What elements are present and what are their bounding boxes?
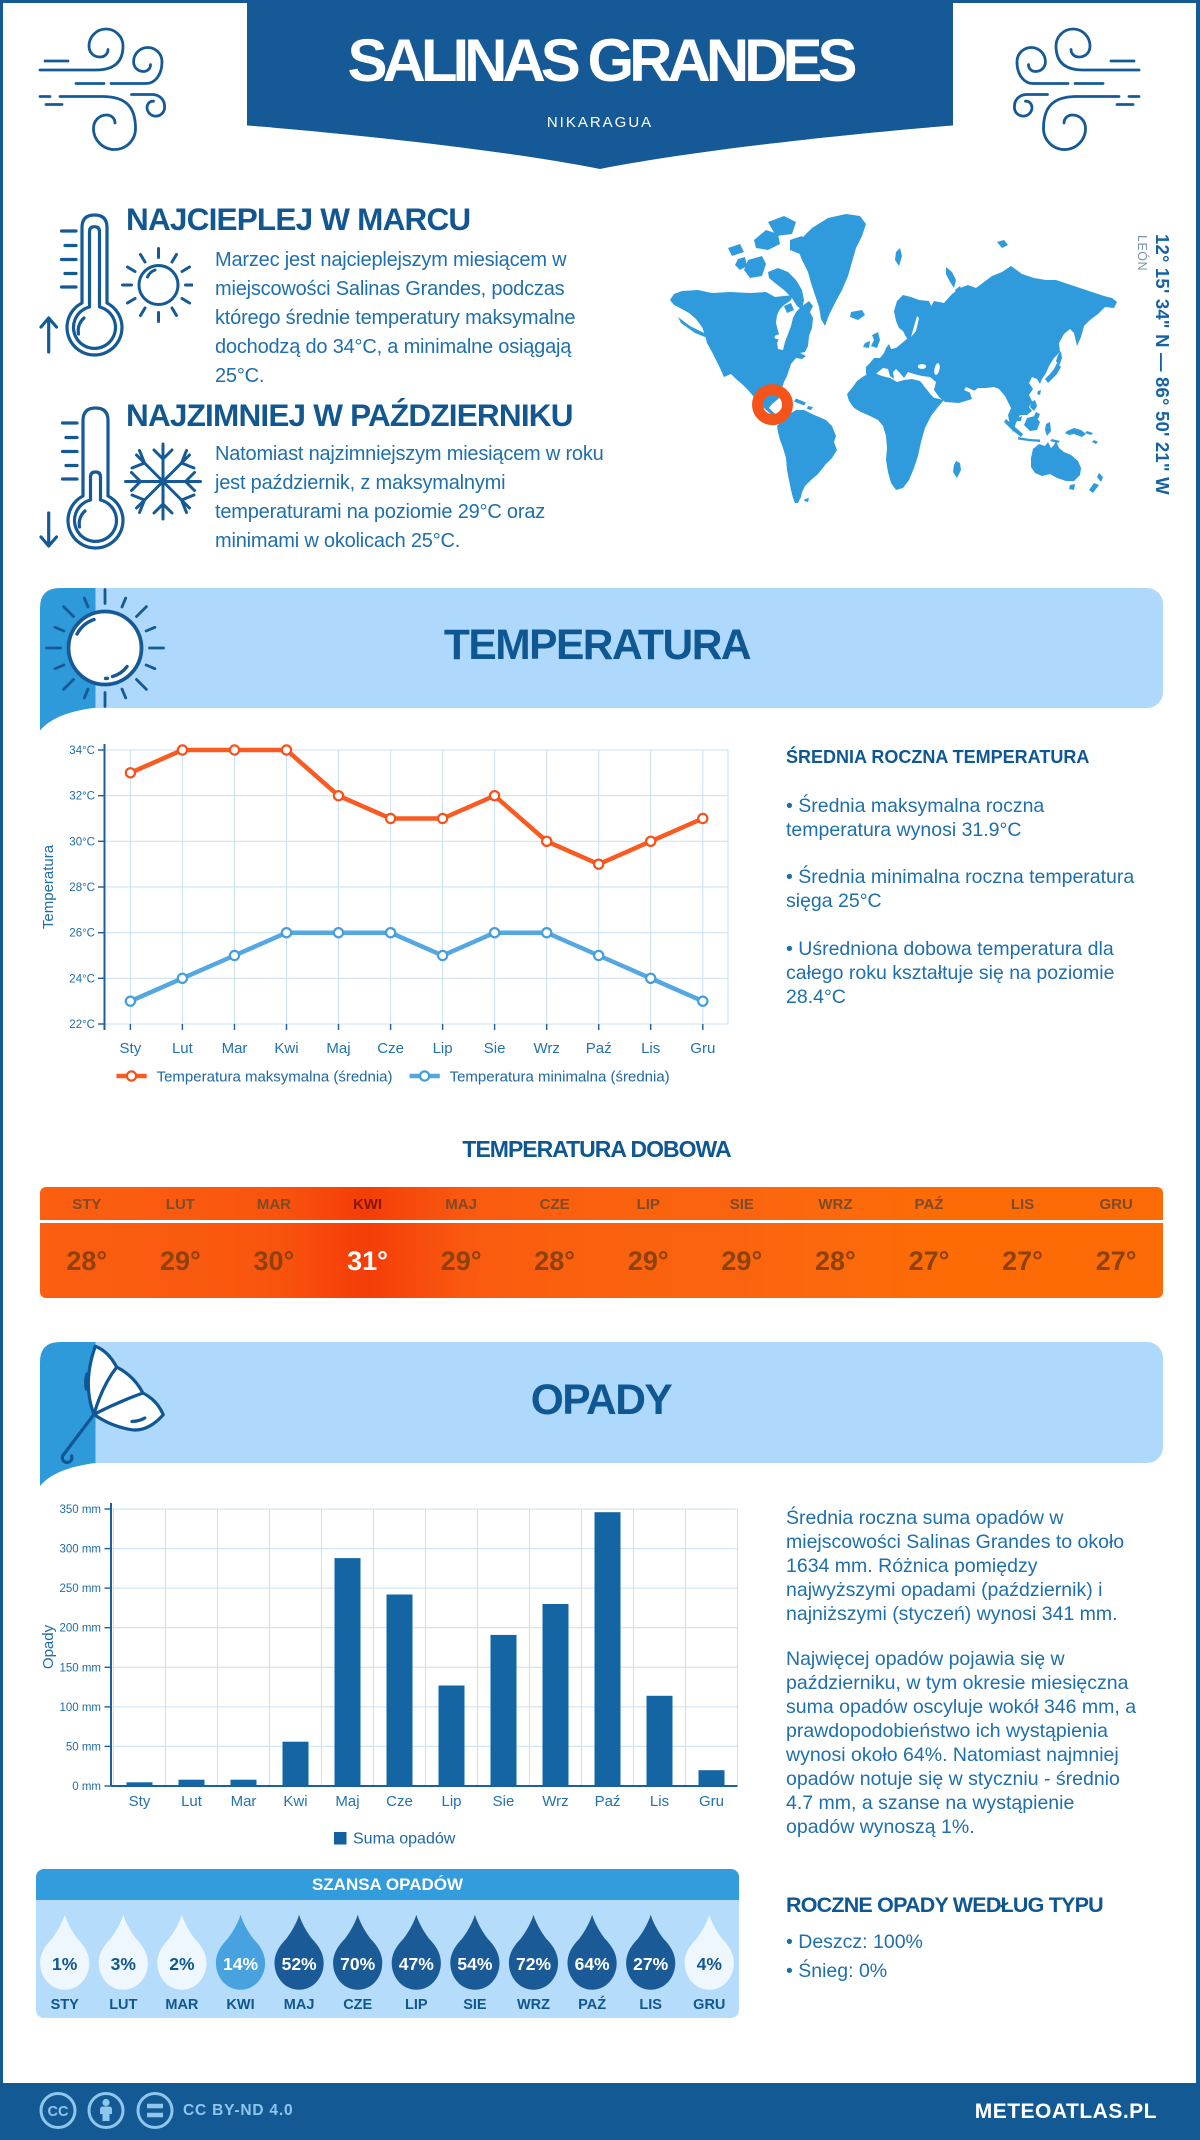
svg-text:STY: STY	[51, 1997, 80, 2013]
svg-text:24°C: 24°C	[69, 973, 95, 985]
svg-text:300 mm: 300 mm	[59, 1544, 101, 1556]
svg-text:Suma opadów: Suma opadów	[353, 1831, 456, 1848]
svg-text:MAR: MAR	[165, 1997, 199, 2013]
svg-text:Sie: Sie	[484, 1040, 506, 1057]
svg-text:LUT: LUT	[109, 1997, 137, 2013]
svg-text:Gru: Gru	[690, 1040, 715, 1057]
svg-text:200 mm: 200 mm	[59, 1623, 101, 1635]
svg-text:0 mm: 0 mm	[72, 1781, 101, 1793]
svg-text:Sty: Sty	[129, 1793, 151, 1810]
svg-text:CC: CC	[48, 2104, 69, 2120]
svg-text:3%: 3%	[111, 1954, 137, 1974]
svg-text:LIS: LIS	[639, 1997, 662, 2013]
svg-text:47%: 47%	[399, 1954, 434, 1974]
svg-text:30°C: 30°C	[69, 836, 95, 848]
svg-text:4%: 4%	[697, 1954, 723, 1974]
svg-text:WRZ: WRZ	[517, 1997, 550, 2013]
svg-text:Temperatura: Temperatura	[40, 844, 57, 929]
svg-text:Kwi: Kwi	[274, 1040, 298, 1057]
svg-text:64%: 64%	[575, 1954, 610, 1974]
svg-text:LIP: LIP	[405, 1997, 428, 2013]
svg-text:28°C: 28°C	[69, 882, 95, 894]
svg-text:70%: 70%	[340, 1954, 375, 1974]
svg-text:Wrz: Wrz	[542, 1793, 568, 1810]
svg-text:150 mm: 150 mm	[59, 1662, 101, 1674]
svg-text:Maj: Maj	[335, 1793, 359, 1810]
svg-text:Kwi: Kwi	[283, 1793, 307, 1810]
svg-text:GRU: GRU	[693, 1997, 725, 2013]
svg-text:Lut: Lut	[172, 1040, 194, 1057]
svg-text:22°C: 22°C	[69, 1019, 95, 1031]
svg-text:Temperatura maksymalna (średni: Temperatura maksymalna (średnia)	[157, 1069, 393, 1086]
svg-text:26°C: 26°C	[69, 928, 95, 940]
svg-text:Cze: Cze	[386, 1793, 413, 1810]
svg-text:Sie: Sie	[493, 1793, 515, 1810]
svg-text:Lis: Lis	[650, 1793, 669, 1810]
svg-text:350 mm: 350 mm	[59, 1504, 101, 1516]
svg-text:250 mm: 250 mm	[59, 1583, 101, 1595]
svg-text:Maj: Maj	[326, 1040, 350, 1057]
svg-text:Temperatura minimalna (średnia: Temperatura minimalna (średnia)	[450, 1069, 670, 1086]
svg-text:KWI: KWI	[226, 1997, 254, 2013]
svg-text:72%: 72%	[516, 1954, 551, 1974]
svg-text:14%: 14%	[223, 1954, 258, 1974]
svg-text:Lut: Lut	[181, 1793, 203, 1810]
svg-text:100 mm: 100 mm	[59, 1702, 101, 1714]
svg-text:27%: 27%	[633, 1954, 668, 1974]
svg-text:Paź: Paź	[586, 1040, 612, 1057]
svg-text:Sty: Sty	[120, 1040, 142, 1057]
svg-text:50 mm: 50 mm	[66, 1741, 101, 1753]
svg-text:Gru: Gru	[699, 1793, 724, 1810]
svg-text:SIE: SIE	[463, 1997, 487, 2013]
svg-text:Cze: Cze	[377, 1040, 404, 1057]
svg-text:Wrz: Wrz	[534, 1040, 560, 1057]
svg-text:1%: 1%	[52, 1954, 78, 1974]
svg-text:52%: 52%	[282, 1954, 317, 1974]
svg-text:32°C: 32°C	[69, 791, 95, 803]
svg-text:Opady: Opady	[40, 1624, 57, 1669]
svg-text:Paź: Paź	[595, 1793, 621, 1810]
svg-text:2%: 2%	[169, 1954, 195, 1974]
svg-text:MAJ: MAJ	[284, 1997, 315, 2013]
svg-text:CZE: CZE	[343, 1997, 372, 2013]
svg-text:Lis: Lis	[641, 1040, 660, 1057]
svg-text:Lip: Lip	[433, 1040, 453, 1057]
svg-text:54%: 54%	[457, 1954, 492, 1974]
svg-text:PAŹ: PAŹ	[578, 1996, 606, 2013]
svg-text:Mar: Mar	[222, 1040, 248, 1057]
svg-text:Lip: Lip	[441, 1793, 461, 1810]
svg-text:34°C: 34°C	[69, 745, 95, 757]
svg-text:Mar: Mar	[231, 1793, 257, 1810]
